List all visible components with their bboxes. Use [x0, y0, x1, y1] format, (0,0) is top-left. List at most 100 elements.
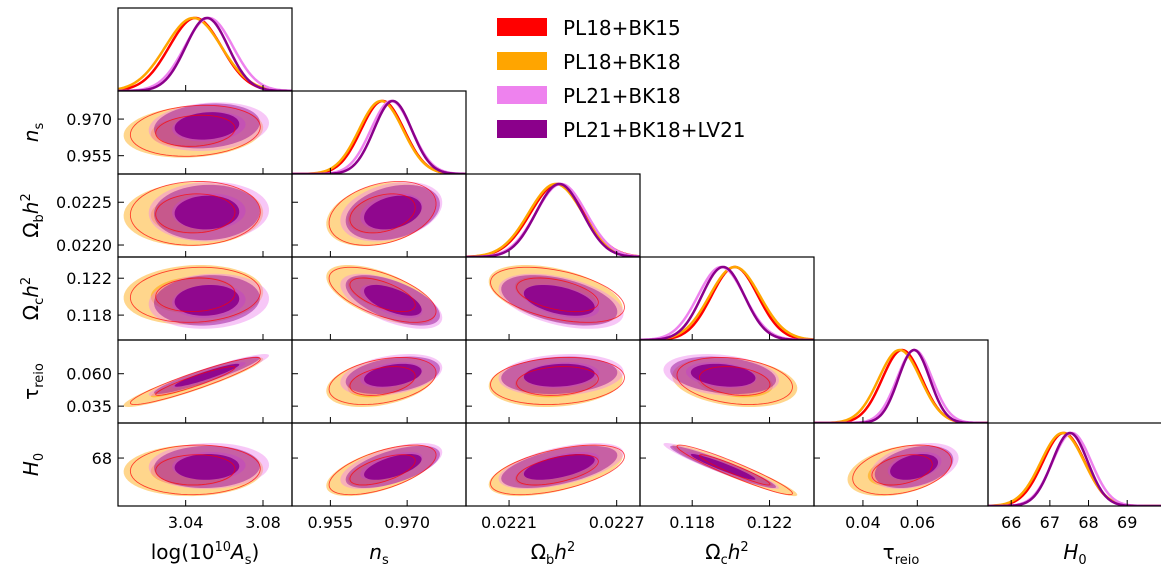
legend-swatch-3 — [497, 120, 547, 138]
contour-68-3 — [364, 363, 422, 387]
y-axis-label-H0: H0 — [19, 453, 47, 476]
x-tick-label-ns: 0.970 — [384, 513, 430, 532]
marginal-curve-ombh2-1 — [466, 182, 640, 257]
contour-68-3 — [174, 195, 240, 230]
contour-95-line-0 — [328, 444, 437, 496]
panel-ombh2-logA — [123, 180, 270, 247]
contour-95-line-0 — [852, 444, 952, 496]
legend-swatch-1 — [497, 52, 547, 70]
panel-ombh2-ns — [326, 180, 443, 247]
contour-95-line-0 — [676, 444, 793, 496]
contour-68-3 — [174, 112, 240, 140]
y-tick-label-tau: 0.035 — [66, 397, 112, 416]
legend: PL18+BK15 PL18+BK18 PL21+BK18 PL21+BK18+LV2… — [497, 16, 746, 142]
contour-95-line-0 — [490, 266, 625, 323]
panel-tau-logA — [123, 354, 270, 408]
marginal-curve-tau-3 — [814, 348, 988, 423]
contour-68-line-0 — [155, 277, 236, 313]
contour-95-line-0 — [490, 444, 625, 496]
panel-omch2-ombh2 — [488, 264, 625, 329]
marginal-curve-omch2-1 — [640, 265, 814, 340]
x-tick-label-ns: 0.955 — [307, 513, 353, 532]
panel-tau-ombh2 — [488, 354, 625, 408]
contour-68-line-0 — [349, 277, 416, 313]
contour-68-3 — [523, 454, 595, 480]
legend-label-3: PL21+BK18+LV21 — [563, 118, 746, 142]
y-tick-label-tau: 0.060 — [66, 365, 112, 384]
y-axis-label-ns: ns — [19, 123, 47, 143]
y-tick-label-ns: 0.955 — [66, 147, 112, 166]
panel-H0-ombh2 — [488, 443, 625, 497]
x-tick-label-tau: 0.04 — [845, 513, 881, 532]
panel-tau-omch2 — [663, 354, 798, 407]
x-tick-label-ombh2: 0.0221 — [481, 513, 537, 532]
y-axis-label-tau: τreio — [19, 363, 47, 400]
marginal-curve-omch2-3 — [640, 265, 814, 340]
contour-68-3 — [890, 454, 939, 480]
panel-H0-tau — [847, 443, 959, 497]
marginal-curve-tau-0 — [814, 348, 988, 423]
marginal-curve-ns-1 — [292, 99, 466, 174]
panels: 3.04 3.08 log(1010As) 0.955 0.970 ns 0.0221 0.0… — [19, 7, 1161, 565]
y-axis-label-omch2: Ωch2 — [19, 277, 47, 320]
marginal-curve-omch2-2 — [640, 265, 814, 340]
x-tick-label-tau: 0.06 — [900, 513, 936, 532]
panel-H0-logA — [123, 443, 270, 497]
x-tick-label-H0: 68 — [1078, 513, 1098, 532]
contour-68-line-0 — [155, 454, 236, 486]
contour-68-line-0 — [516, 277, 599, 313]
contour-68-3 — [364, 284, 422, 316]
marginal-curve-ombh2-2 — [466, 182, 640, 257]
x-tick-label-H0: 66 — [1001, 513, 1021, 532]
contour-68-line-0 — [155, 114, 236, 147]
panel-omch2-logA — [123, 264, 269, 329]
x-tick-label-logA: 3.08 — [245, 513, 281, 532]
contour-68-3 — [523, 284, 595, 316]
marginal-curve-ns-2 — [292, 99, 466, 174]
contour-68-3 — [174, 454, 240, 480]
contour-68-line-0 — [516, 366, 599, 396]
contour-68-line-0 — [871, 454, 933, 486]
panel-H0-H0 — [988, 431, 1161, 506]
marginal-curve-tau-2 — [814, 348, 988, 423]
y-tick-label-ombh2: 0.0225 — [56, 193, 112, 212]
contour-68-line-0 — [699, 366, 771, 396]
y-tick-label-omch2: 0.122 — [66, 269, 112, 288]
contour-68-3 — [174, 284, 240, 316]
y-axis-label-ombh2: Ωbh2 — [19, 193, 47, 238]
panel-logA-logA — [118, 16, 292, 91]
contour-95-line-0 — [328, 180, 437, 246]
panel-frame — [117, 7, 293, 92]
x-axis-label-omch2: Ωch2 — [705, 540, 748, 565]
legend-label-1: PL18+BK18 — [563, 50, 681, 74]
x-tick-label-H0: 67 — [1040, 513, 1060, 532]
panel-tau-tau — [814, 348, 988, 423]
x-axis-label-H0: H0 — [1063, 540, 1086, 565]
contour-68-line-0 — [349, 193, 416, 234]
contour-68-line-0 — [349, 366, 416, 396]
contour-68-3 — [174, 363, 240, 387]
panel-frame — [987, 422, 1161, 507]
contour-95-line-0 — [676, 356, 793, 406]
contour-68-3 — [690, 454, 756, 480]
contour-95-line-0 — [328, 356, 437, 406]
marginal-curve-ombh2-0 — [466, 182, 640, 257]
panel-omch2-omch2 — [640, 265, 814, 340]
legend-label-0: PL18+BK15 — [563, 16, 681, 40]
legend-swatch-2 — [497, 86, 547, 104]
marginal-curve-ombh2-3 — [466, 182, 640, 257]
panel-omch2-ns — [326, 264, 443, 329]
contour-68-line-0 — [155, 193, 236, 234]
contour-95-line-0 — [129, 180, 261, 246]
y-tick-label-H0: 68 — [92, 449, 112, 468]
x-tick-label-H0: 69 — [1117, 513, 1137, 532]
marginal-curve-H0-1 — [988, 431, 1161, 506]
contour-95-line-0 — [129, 104, 261, 157]
x-axis-label-ombh2: Ωbh2 — [531, 540, 576, 565]
x-axis-label-ns: ns — [369, 540, 389, 565]
panel-ns-logA — [123, 102, 270, 158]
contour-95-line-0 — [129, 266, 261, 323]
x-tick-label-ombh2: 0.0227 — [589, 513, 645, 532]
panel-H0-ns — [326, 443, 443, 497]
